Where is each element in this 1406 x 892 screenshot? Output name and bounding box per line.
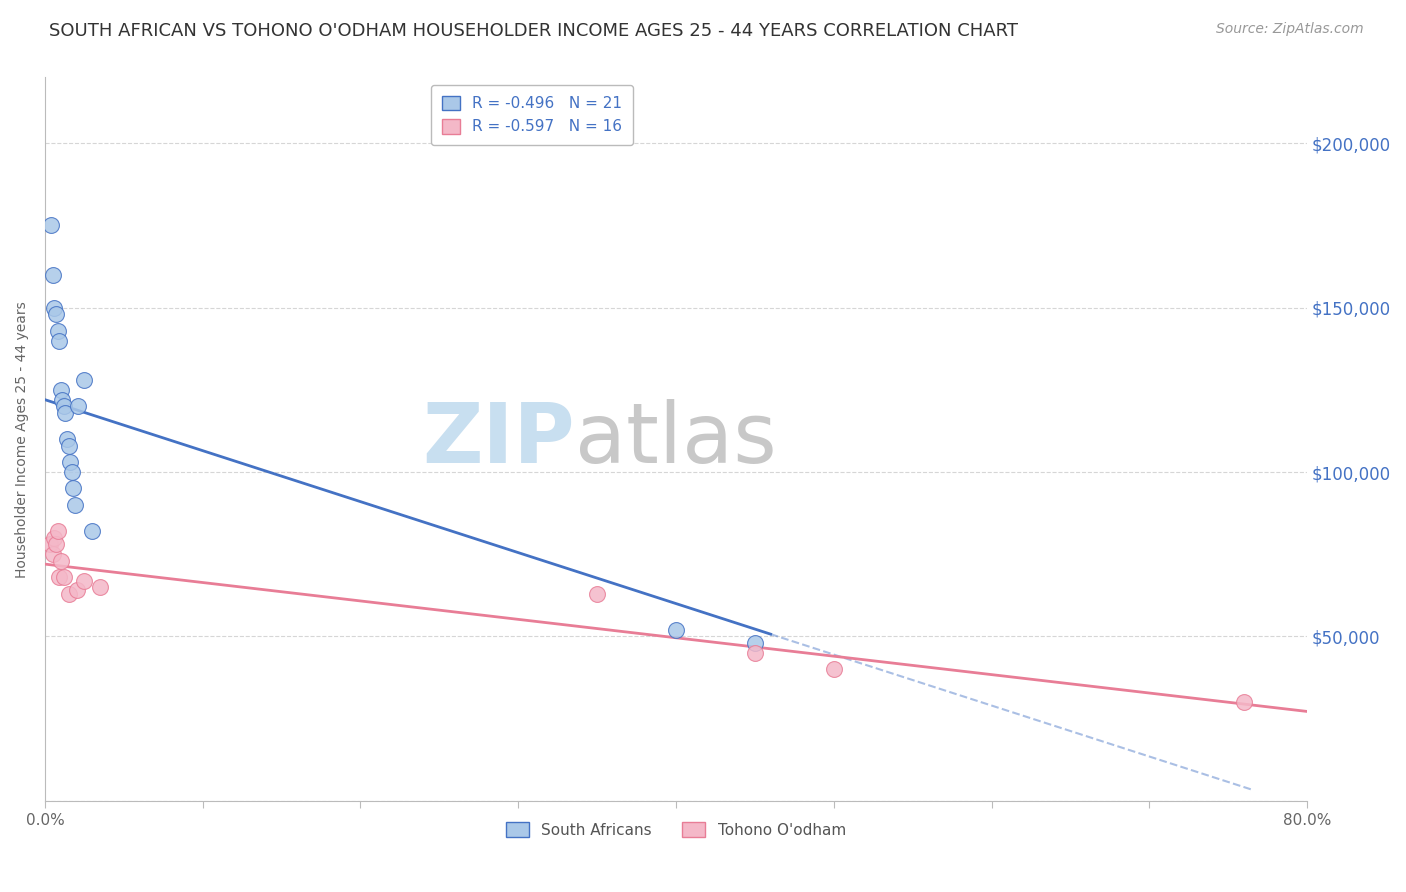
- Point: [82, 524, 104, 539]
- Text: atlas: atlas: [575, 399, 776, 480]
- Point: [48, 334, 70, 348]
- Point: [49, 554, 72, 568]
- Point: [67, 399, 90, 413]
- Point: [56, 432, 79, 446]
- Point: [89, 580, 111, 594]
- Point: [44, 531, 66, 545]
- Point: [62, 482, 84, 496]
- Point: [45, 537, 67, 551]
- Text: SOUTH AFRICAN VS TOHONO O'ODHAM HOUSEHOLDER INCOME AGES 25 - 44 YEARS CORRELATIO: SOUTH AFRICAN VS TOHONO O'ODHAM HOUSEHOL…: [49, 22, 1018, 40]
- Point: [46, 524, 69, 539]
- Point: [45, 307, 67, 321]
- Point: [58, 439, 80, 453]
- Point: [44, 301, 66, 315]
- Point: [744, 636, 766, 650]
- Point: [49, 383, 72, 397]
- Point: [38, 537, 60, 551]
- Point: [46, 324, 69, 338]
- Point: [1233, 695, 1256, 709]
- Point: [73, 373, 96, 387]
- Point: [52, 570, 75, 584]
- Point: [42, 547, 65, 561]
- Point: [63, 498, 86, 512]
- Point: [55, 406, 77, 420]
- Point: [42, 268, 65, 282]
- Y-axis label: Householder Income Ages 25 - 44 years: Householder Income Ages 25 - 44 years: [15, 301, 30, 577]
- Point: [60, 465, 83, 479]
- Point: [665, 623, 688, 637]
- Point: [65, 583, 87, 598]
- Text: Source: ZipAtlas.com: Source: ZipAtlas.com: [1216, 22, 1364, 37]
- Point: [73, 574, 96, 588]
- Point: [586, 587, 609, 601]
- Point: [39, 219, 62, 233]
- Point: [52, 399, 75, 413]
- Point: [51, 392, 73, 407]
- Point: [58, 587, 80, 601]
- Point: [744, 646, 766, 660]
- Point: [59, 455, 82, 469]
- Point: [823, 662, 845, 676]
- Legend: South Africans, Tohono O'odham: South Africans, Tohono O'odham: [501, 816, 852, 844]
- Point: [48, 570, 70, 584]
- Text: ZIP: ZIP: [423, 399, 575, 480]
